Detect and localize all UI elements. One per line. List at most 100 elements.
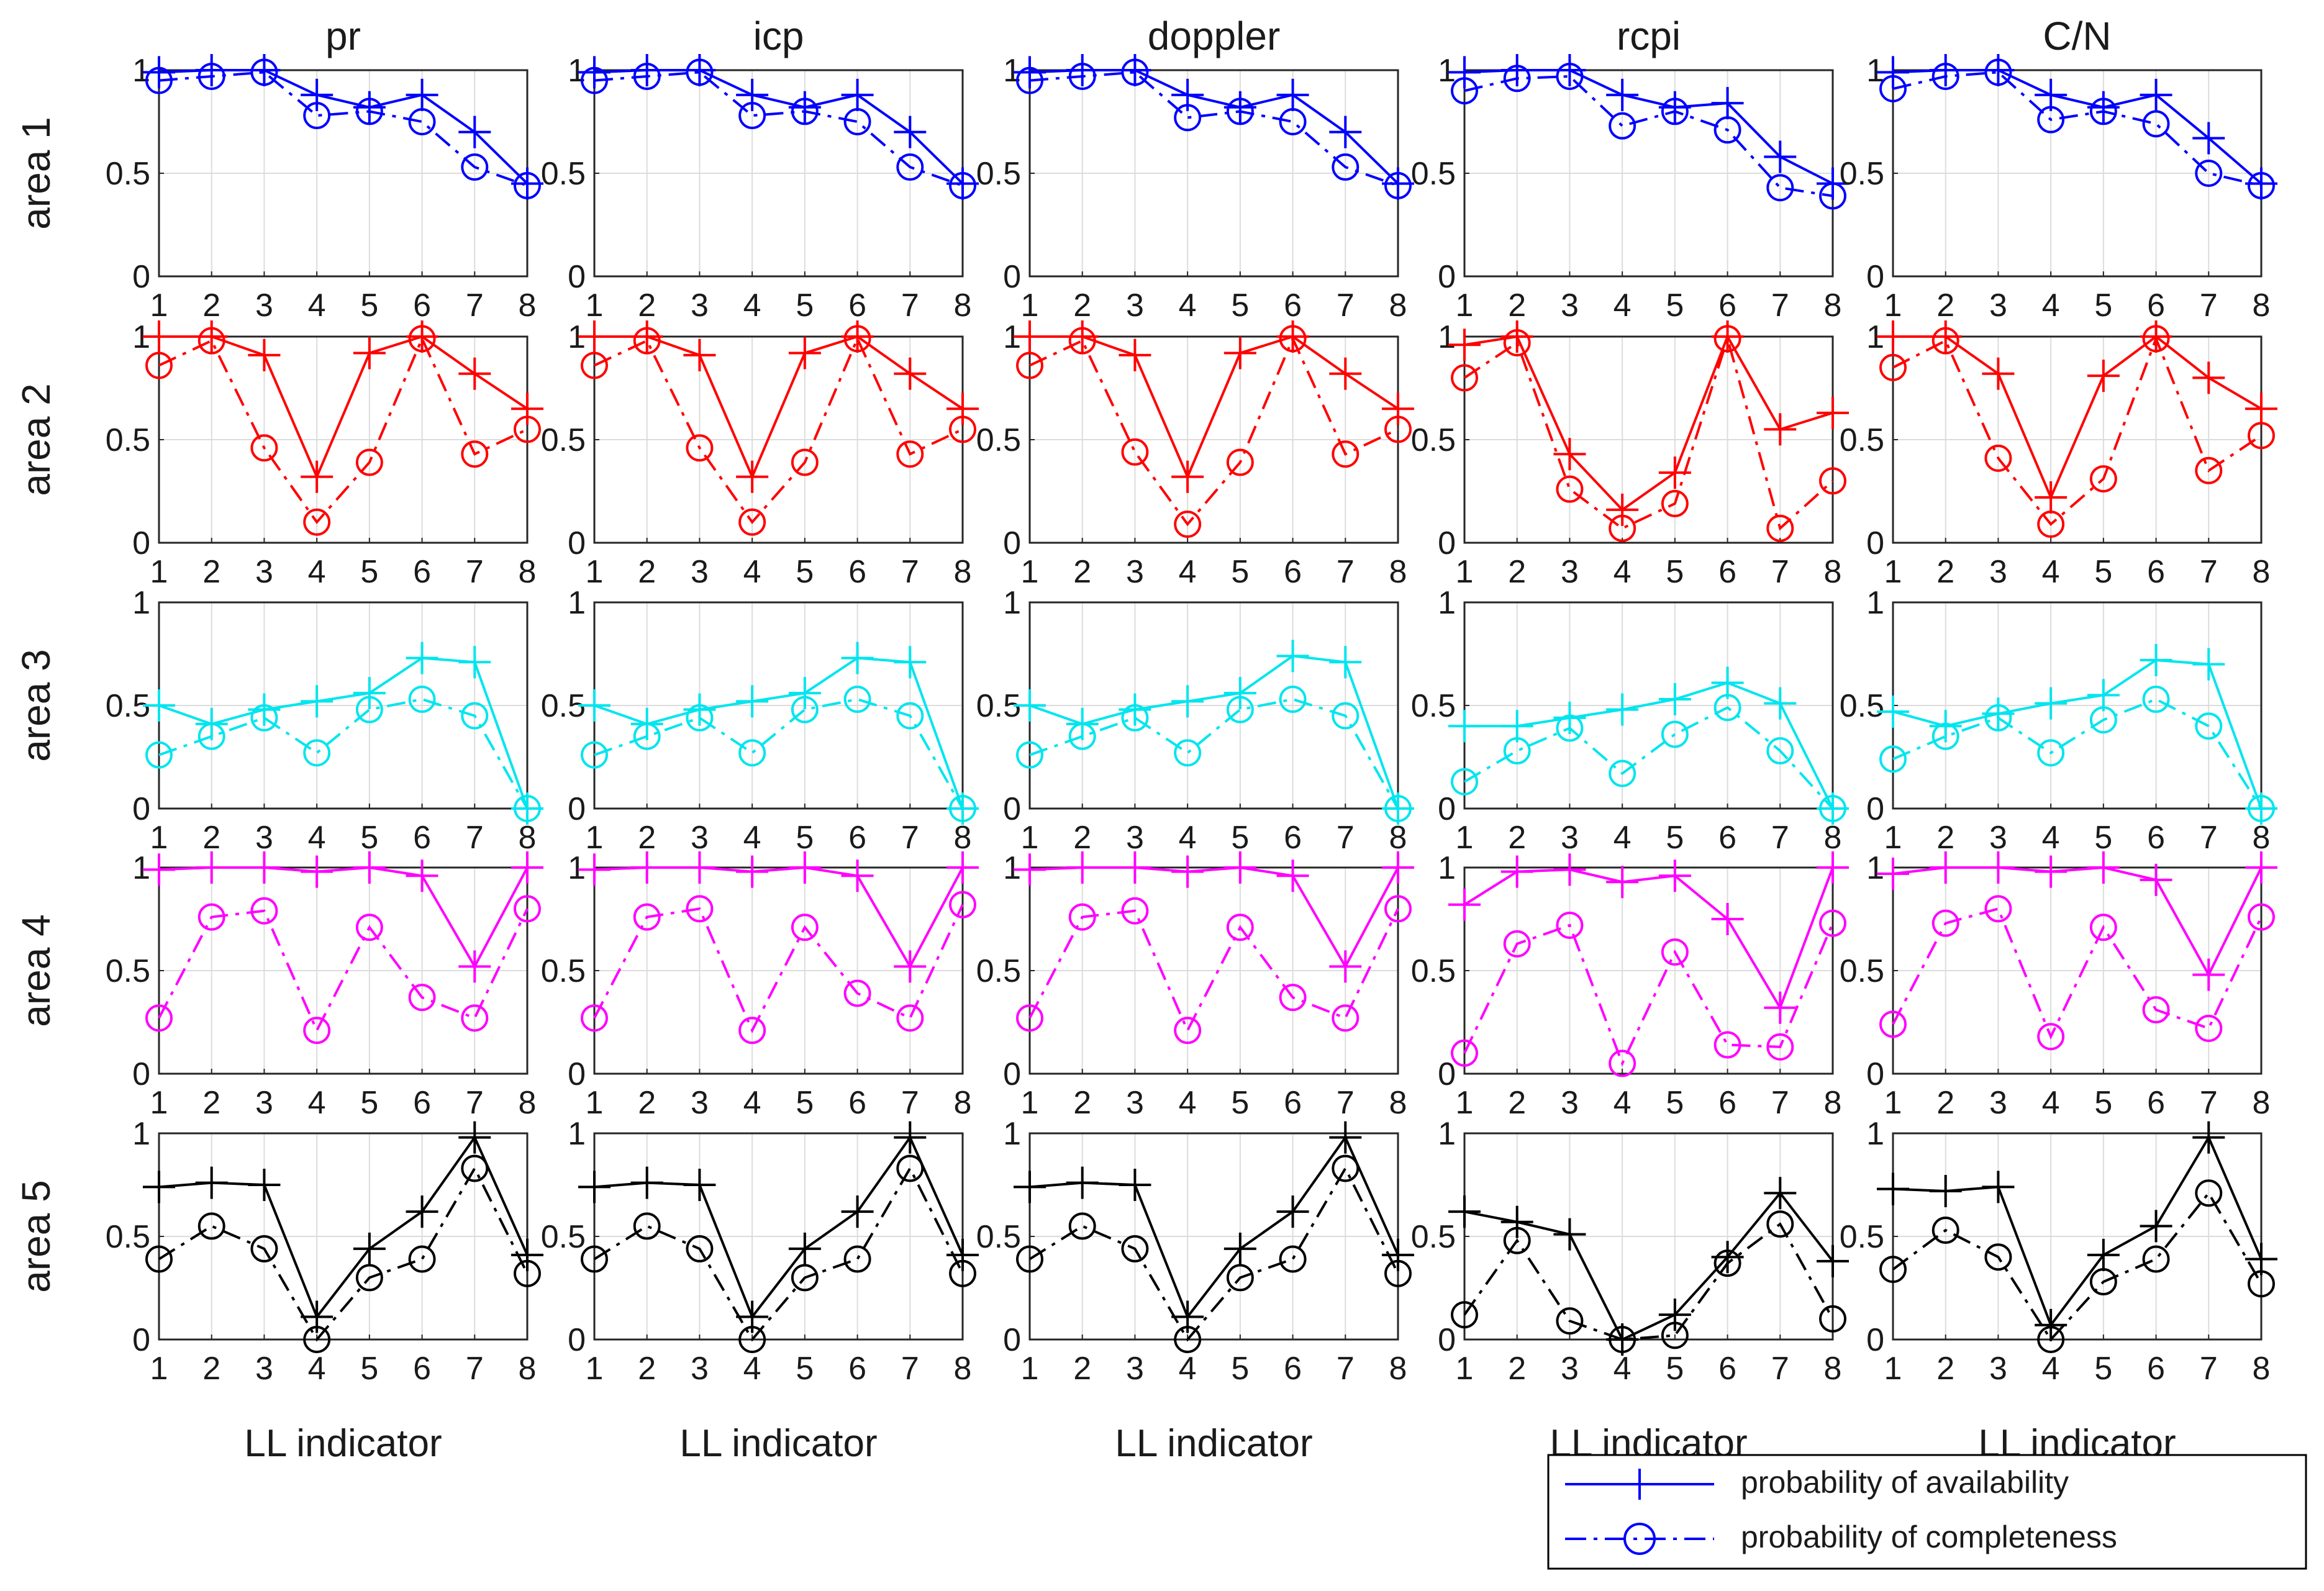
y-tick-label: 0.5 [1411, 156, 1456, 192]
x-tick-label: 3 [1989, 820, 2007, 856]
availability-marker [195, 851, 228, 884]
availability-marker [1711, 666, 1744, 699]
completeness-marker [197, 722, 225, 750]
x-tick-label: 7 [901, 288, 919, 324]
x-tick-label: 5 [360, 1085, 378, 1121]
completeness-marker [1819, 909, 1846, 937]
availability-marker [1171, 685, 1204, 718]
x-tick-label: 2 [202, 1351, 220, 1387]
availability-marker [736, 460, 769, 493]
availability-marker [1171, 855, 1204, 888]
y-tick-label: 0.5 [976, 156, 1021, 192]
x-tick-label: 1 [150, 288, 168, 324]
completeness-marker [355, 913, 383, 941]
completeness-marker [2142, 110, 2170, 138]
x-tick-label: 4 [1614, 1085, 1632, 1121]
x-tick-label: 2 [638, 554, 656, 590]
y-tick-label: 0 [568, 259, 586, 295]
x-tick-label: 5 [360, 288, 378, 324]
completeness-marker [633, 722, 661, 750]
x-tick-label: 1 [1021, 1351, 1039, 1387]
completeness-marker [1879, 75, 1907, 102]
x-tick-label: 3 [255, 820, 273, 856]
availability-marker [1982, 851, 2015, 884]
x-tick-label: 8 [1389, 820, 1407, 856]
y-tick-label: 0.5 [541, 156, 586, 192]
y-tick-label: 0 [1003, 525, 1021, 561]
completeness-marker [1931, 1217, 1959, 1244]
completeness-marker [1384, 415, 1412, 443]
completeness-marker [1819, 1305, 1846, 1333]
y-tick-label: 1 [1003, 585, 1021, 621]
y-tick-label: 0.5 [541, 422, 586, 458]
y-tick-label: 0.5 [1840, 422, 1884, 458]
subplot-r1-c1: 1 2 3 4 5 6 7 800.51 [106, 53, 543, 324]
x-tick-label: 2 [202, 1085, 220, 1121]
legend: probability of availability probability … [1547, 1454, 2307, 1570]
completeness-marker [2248, 795, 2275, 822]
completeness-marker [461, 702, 489, 730]
availability-marker [2087, 679, 2120, 712]
availability-marker [143, 689, 175, 722]
completeness-marker [686, 895, 714, 923]
availability-marker [578, 853, 611, 886]
x-tick-label: 1 [586, 554, 604, 590]
y-tick-label: 0 [132, 1056, 150, 1092]
completeness-marker [1609, 1049, 1636, 1077]
completeness-marker [896, 1004, 924, 1032]
availability-marker [1066, 1166, 1099, 1199]
completeness-marker [1016, 741, 1043, 769]
availability-marker [1711, 903, 1744, 935]
y-tick-label: 0.5 [1840, 1219, 1884, 1255]
completeness-marker [1068, 62, 1096, 90]
x-tick-label: 5 [796, 554, 814, 590]
availability-marker [683, 338, 716, 371]
x-tick-label: 8 [954, 1351, 972, 1387]
availability-marker [788, 337, 821, 369]
subplot-r1-c5: 1 2 3 4 5 6 7 800.51 [1840, 53, 2277, 324]
completeness-marker [1661, 489, 1689, 517]
x-tick-label: 2 [1073, 288, 1091, 324]
x-axis-label: LL indicator [244, 1422, 442, 1465]
completeness-marker [145, 741, 173, 769]
availability-marker [1553, 1218, 1586, 1251]
x-tick-label: 3 [255, 1085, 273, 1121]
x-tick-label: 2 [1508, 1351, 1526, 1387]
availability-marker [1276, 859, 1309, 892]
x-tick-label: 1 [1021, 1085, 1039, 1121]
availability-marker [1448, 888, 1481, 921]
completeness-marker [1984, 1243, 2012, 1271]
legend-entry-completeness: probability of completeness [1565, 1520, 2117, 1555]
x-tick-label: 2 [1073, 1085, 1091, 1121]
x-tick-label: 7 [1771, 554, 1789, 590]
completeness-marker [1713, 325, 1741, 353]
availability-marker [894, 646, 927, 679]
x-tick-label: 7 [2200, 288, 2218, 324]
x-tick-label: 3 [691, 1085, 709, 1121]
availability-marker [630, 1166, 663, 1199]
availability-marker [1223, 337, 1256, 369]
x-tick-label: 8 [1824, 554, 1842, 590]
x-tick-label: 3 [1989, 1085, 2007, 1121]
completeness-marker [1609, 1326, 1636, 1353]
x-tick-label: 6 [2147, 1351, 2165, 1387]
availability-marker [1606, 78, 1639, 111]
column-title: doppler [1148, 14, 1281, 58]
completeness-marker [1661, 720, 1689, 748]
x-tick-label: 2 [1508, 554, 1526, 590]
availability-marker [2245, 851, 2277, 884]
x-tick-label: 2 [1508, 820, 1526, 856]
availability-marker [1764, 991, 1797, 1024]
availability-marker [1877, 1172, 1909, 1205]
x-tick-label: 2 [202, 554, 220, 590]
availability-marker [841, 1195, 874, 1228]
y-tick-label: 1 [1438, 319, 1456, 355]
y-tick-label: 0 [1438, 525, 1456, 561]
x-tick-label: 1 [1021, 820, 1039, 856]
y-tick-label: 1 [1438, 53, 1456, 89]
availability-marker [1171, 460, 1204, 493]
y-tick-label: 1 [1438, 585, 1456, 621]
completeness-marker [408, 108, 436, 135]
x-tick-label: 1 [150, 1085, 168, 1121]
completeness-marker [1713, 1031, 1741, 1059]
